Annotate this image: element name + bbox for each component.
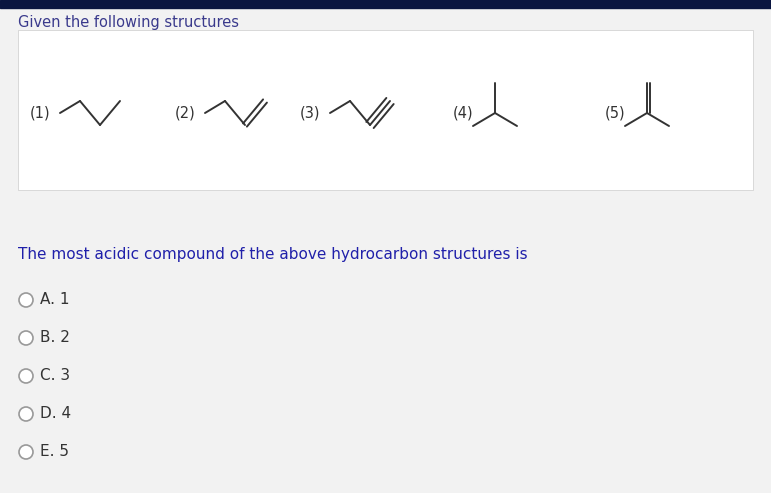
Circle shape	[19, 331, 33, 345]
Text: E. 5: E. 5	[40, 445, 69, 459]
Text: B. 2: B. 2	[40, 330, 70, 346]
Text: C. 3: C. 3	[40, 368, 70, 384]
Text: (2): (2)	[175, 106, 196, 120]
Text: Given the following structures: Given the following structures	[18, 15, 239, 31]
Circle shape	[19, 407, 33, 421]
Text: A. 1: A. 1	[40, 292, 69, 308]
Circle shape	[19, 369, 33, 383]
Text: (5): (5)	[605, 106, 625, 120]
Bar	[18, 30, 753, 190]
Bar	[0, 0, 771, 8]
Text: (4): (4)	[453, 106, 473, 120]
Text: D. 4: D. 4	[40, 407, 71, 422]
Text: (3): (3)	[300, 106, 321, 120]
Circle shape	[19, 445, 33, 459]
Circle shape	[19, 293, 33, 307]
Text: (1): (1)	[30, 106, 51, 120]
Text: The most acidic compound of the above hydrocarbon structures is: The most acidic compound of the above hy…	[18, 247, 527, 262]
